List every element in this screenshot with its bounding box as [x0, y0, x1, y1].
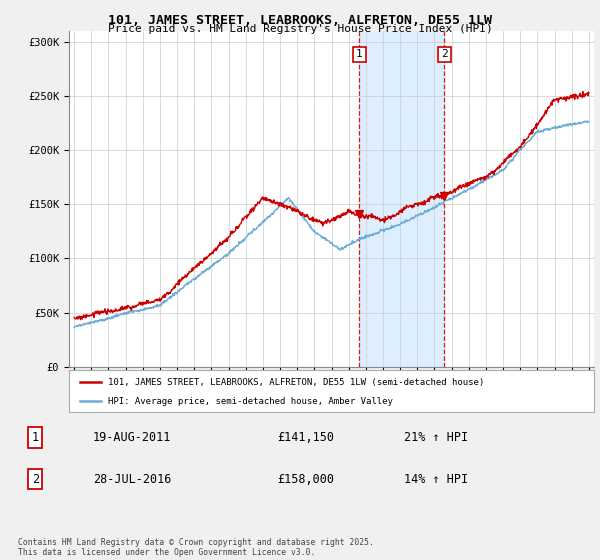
Text: 101, JAMES STREET, LEABROOKS, ALFRETON, DE55 1LW: 101, JAMES STREET, LEABROOKS, ALFRETON, …: [108, 14, 492, 27]
Text: Price paid vs. HM Land Registry's House Price Index (HPI): Price paid vs. HM Land Registry's House …: [107, 24, 493, 34]
Text: 21% ↑ HPI: 21% ↑ HPI: [404, 431, 468, 444]
Bar: [359, 31, 445, 367]
Text: 2: 2: [441, 49, 448, 59]
Text: £158,000: £158,000: [277, 473, 334, 486]
Text: 101, JAMES STREET, LEABROOKS, ALFRETON, DE55 1LW (semi-detached house): 101, JAMES STREET, LEABROOKS, ALFRETON, …: [109, 377, 485, 387]
Text: 1: 1: [356, 49, 363, 59]
Text: 1: 1: [32, 431, 39, 444]
Text: 14% ↑ HPI: 14% ↑ HPI: [404, 473, 468, 486]
Text: 2: 2: [32, 473, 39, 486]
Text: HPI: Average price, semi-detached house, Amber Valley: HPI: Average price, semi-detached house,…: [109, 396, 393, 405]
Text: £141,150: £141,150: [277, 431, 334, 444]
Text: Contains HM Land Registry data © Crown copyright and database right 2025.
This d: Contains HM Land Registry data © Crown c…: [18, 538, 374, 557]
Text: 28-JUL-2016: 28-JUL-2016: [93, 473, 171, 486]
Text: 19-AUG-2011: 19-AUG-2011: [93, 431, 171, 444]
